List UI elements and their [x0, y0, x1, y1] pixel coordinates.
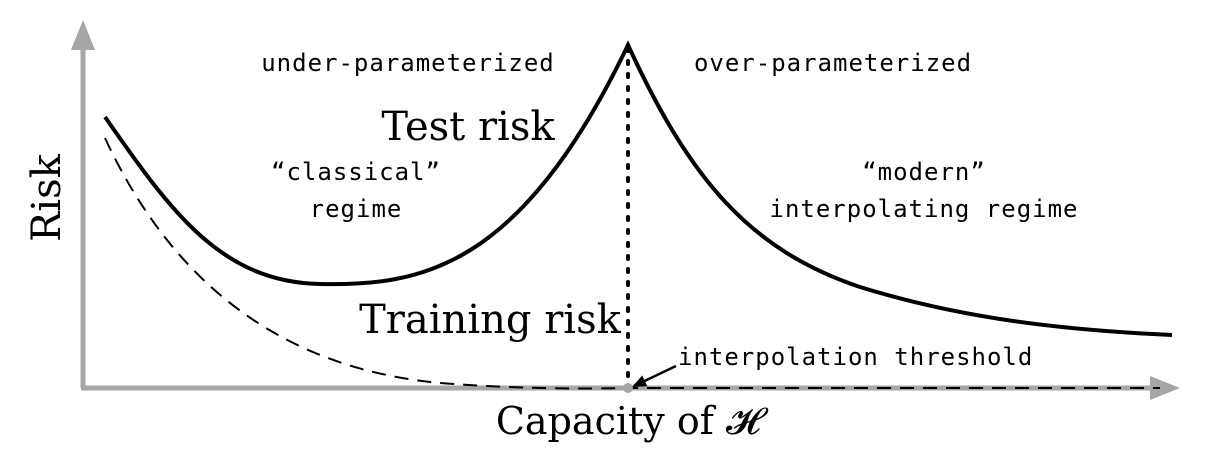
modern-regime-line1: “modern” [862, 158, 986, 186]
test-risk-label: Test risk [381, 104, 555, 150]
y-axis-label: Risk [24, 153, 70, 241]
test-risk-curve [103, 40, 1173, 337]
classical-regime-line2: regime [310, 195, 403, 223]
annotation-arrow [632, 364, 677, 388]
training-risk-label: Training risk [359, 297, 622, 343]
interpolation-point [623, 383, 633, 393]
y-axis-arrowhead [71, 20, 95, 50]
modern-regime-line2: interpolating regime [770, 195, 1079, 223]
under-parameterized-label: under-parameterized [261, 49, 555, 77]
y-axis [71, 20, 95, 388]
over-parameterized-label: over-parameterized [694, 49, 972, 77]
classical-regime-line1: “classical” [271, 158, 441, 186]
x-axis-label: Capacity of 𝓗 [496, 399, 769, 443]
interpolation-threshold-label: interpolation threshold [678, 343, 1033, 371]
x-axis-arrowhead [1150, 376, 1180, 400]
